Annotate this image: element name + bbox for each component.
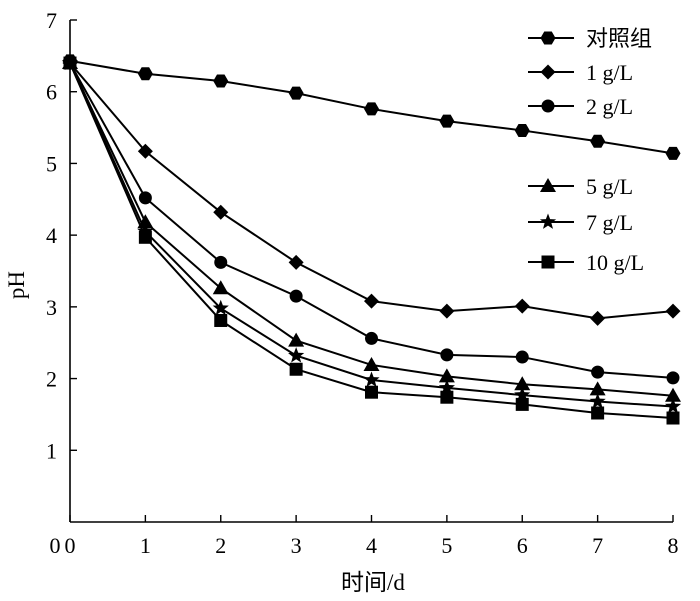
series-4-point-6: [514, 386, 531, 402]
series-3-point-5: [438, 368, 455, 383]
legend-label-4: 7 g/L: [586, 210, 633, 235]
series-1-point-2: [213, 204, 229, 220]
y-tick-label-2: 3: [46, 295, 57, 320]
series-3-point-6: [514, 376, 531, 391]
series-0-point-3: [288, 86, 304, 100]
series-3-point-4: [363, 356, 380, 371]
y-tick-label-4: 5: [46, 151, 57, 176]
series-4-point-4: [363, 371, 380, 387]
legend-item-2: 2 g/L: [528, 94, 633, 119]
legend-label-5: 10 g/L: [586, 250, 644, 275]
y-axis-title: pH: [4, 271, 29, 299]
series-4-point-7: [589, 393, 606, 409]
x-tick-label-2: 2: [215, 533, 226, 558]
series-1-point-4: [364, 293, 379, 309]
series-4-point-1: [137, 223, 154, 239]
series-2-point-1: [138, 191, 152, 205]
series-1-point-5: [439, 303, 455, 319]
series-1: [62, 55, 681, 326]
y-tick-label-6: 7: [46, 8, 57, 33]
series-3-point-2: [212, 280, 229, 295]
axes: [69, 20, 673, 523]
series-5: [63, 56, 680, 425]
x-tick-label-6: 6: [517, 533, 528, 558]
series-0-point-5: [439, 114, 455, 128]
series-layer: [61, 54, 682, 425]
series-5-point-2: [214, 313, 228, 327]
origin-label: 0: [50, 533, 61, 558]
series-5-point-6: [515, 397, 529, 411]
series-2-point-4: [365, 331, 378, 345]
series-0-point-6: [514, 123, 530, 137]
series-5-point-4: [365, 385, 378, 399]
series-0-point-2: [213, 74, 229, 88]
legend-marker-2: [541, 99, 555, 113]
legend-marker-5: [541, 255, 555, 269]
series-1-point-8: [665, 303, 681, 319]
series-0-point-4: [364, 102, 379, 116]
series-5-point-3: [289, 362, 303, 376]
series-4-point-5: [438, 379, 455, 395]
series-0-point-8: [665, 146, 681, 160]
series-1-point-7: [590, 310, 606, 326]
series-0: [62, 54, 681, 160]
legend-label-2: 2 g/L: [586, 94, 633, 119]
legend: 对照组 1 g/L 2 g/L 5 g/L 7 g/L 10 g/L: [528, 26, 652, 275]
legend-item-0: 对照组: [528, 26, 652, 51]
legend-marker-3: [540, 178, 556, 192]
x-tick-label-0: 0: [65, 533, 76, 558]
series-4-point-3: [288, 347, 305, 363]
series-5-point-5: [440, 390, 454, 404]
series-1-point-3: [288, 254, 304, 270]
y-tick-label-1: 2: [46, 367, 57, 392]
legend-marker-1: [540, 64, 556, 80]
legend-item-4: 7 g/L: [528, 210, 633, 235]
x-tick-label-7: 7: [592, 533, 603, 558]
series-1-point-6: [514, 298, 530, 314]
series-2-point-8: [666, 371, 680, 385]
series-2-point-7: [591, 365, 605, 379]
series-3-point-8: [665, 387, 681, 402]
series-2-point-2: [214, 255, 228, 269]
series-1-point-1: [137, 143, 153, 159]
series-5-point-0: [63, 56, 77, 70]
series-5-point-1: [138, 230, 152, 244]
legend-label-1: 1 g/L: [586, 60, 633, 85]
ticks: 0 1 2 3 4 5 6 7 8 1 2 3 4 5 6 7 0: [46, 8, 679, 558]
legend-marker-0: [540, 31, 556, 45]
x-tick-label-1: 1: [140, 533, 151, 558]
legend-item-5: 10 g/L: [528, 250, 644, 275]
series-0-point-7: [590, 134, 606, 148]
x-tick-label-3: 3: [291, 533, 302, 558]
x-tick-label-5: 5: [441, 533, 452, 558]
legend-item-3: 5 g/L: [528, 174, 633, 199]
series-2-point-3: [289, 289, 303, 303]
series-0-point-1: [137, 67, 153, 81]
x-tick-label-4: 4: [366, 533, 377, 558]
y-tick-label-0: 1: [46, 438, 57, 463]
legend-label-0: 对照组: [586, 26, 652, 51]
series-5-point-8: [666, 411, 680, 425]
x-tick-label-8: 8: [668, 533, 679, 558]
series-5-point-7: [591, 406, 605, 420]
legend-marker-4: [539, 213, 557, 229]
legend-item-1: 1 g/L: [528, 60, 633, 85]
x-axis-title: 时间/d: [341, 570, 405, 595]
series-2: [63, 56, 680, 385]
series-line-1: [69, 62, 674, 320]
legend-label-3: 5 g/L: [586, 174, 633, 199]
series-2-point-5: [440, 348, 454, 362]
series-3: [62, 55, 681, 402]
y-tick-label-3: 4: [46, 223, 57, 248]
series-4-point-2: [212, 299, 229, 316]
series-4-point-8: [664, 398, 682, 414]
y-tick-label-5: 6: [46, 80, 57, 105]
series-3-point-3: [288, 332, 305, 347]
series-2-point-6: [515, 350, 529, 364]
series-3-point-7: [589, 381, 606, 396]
